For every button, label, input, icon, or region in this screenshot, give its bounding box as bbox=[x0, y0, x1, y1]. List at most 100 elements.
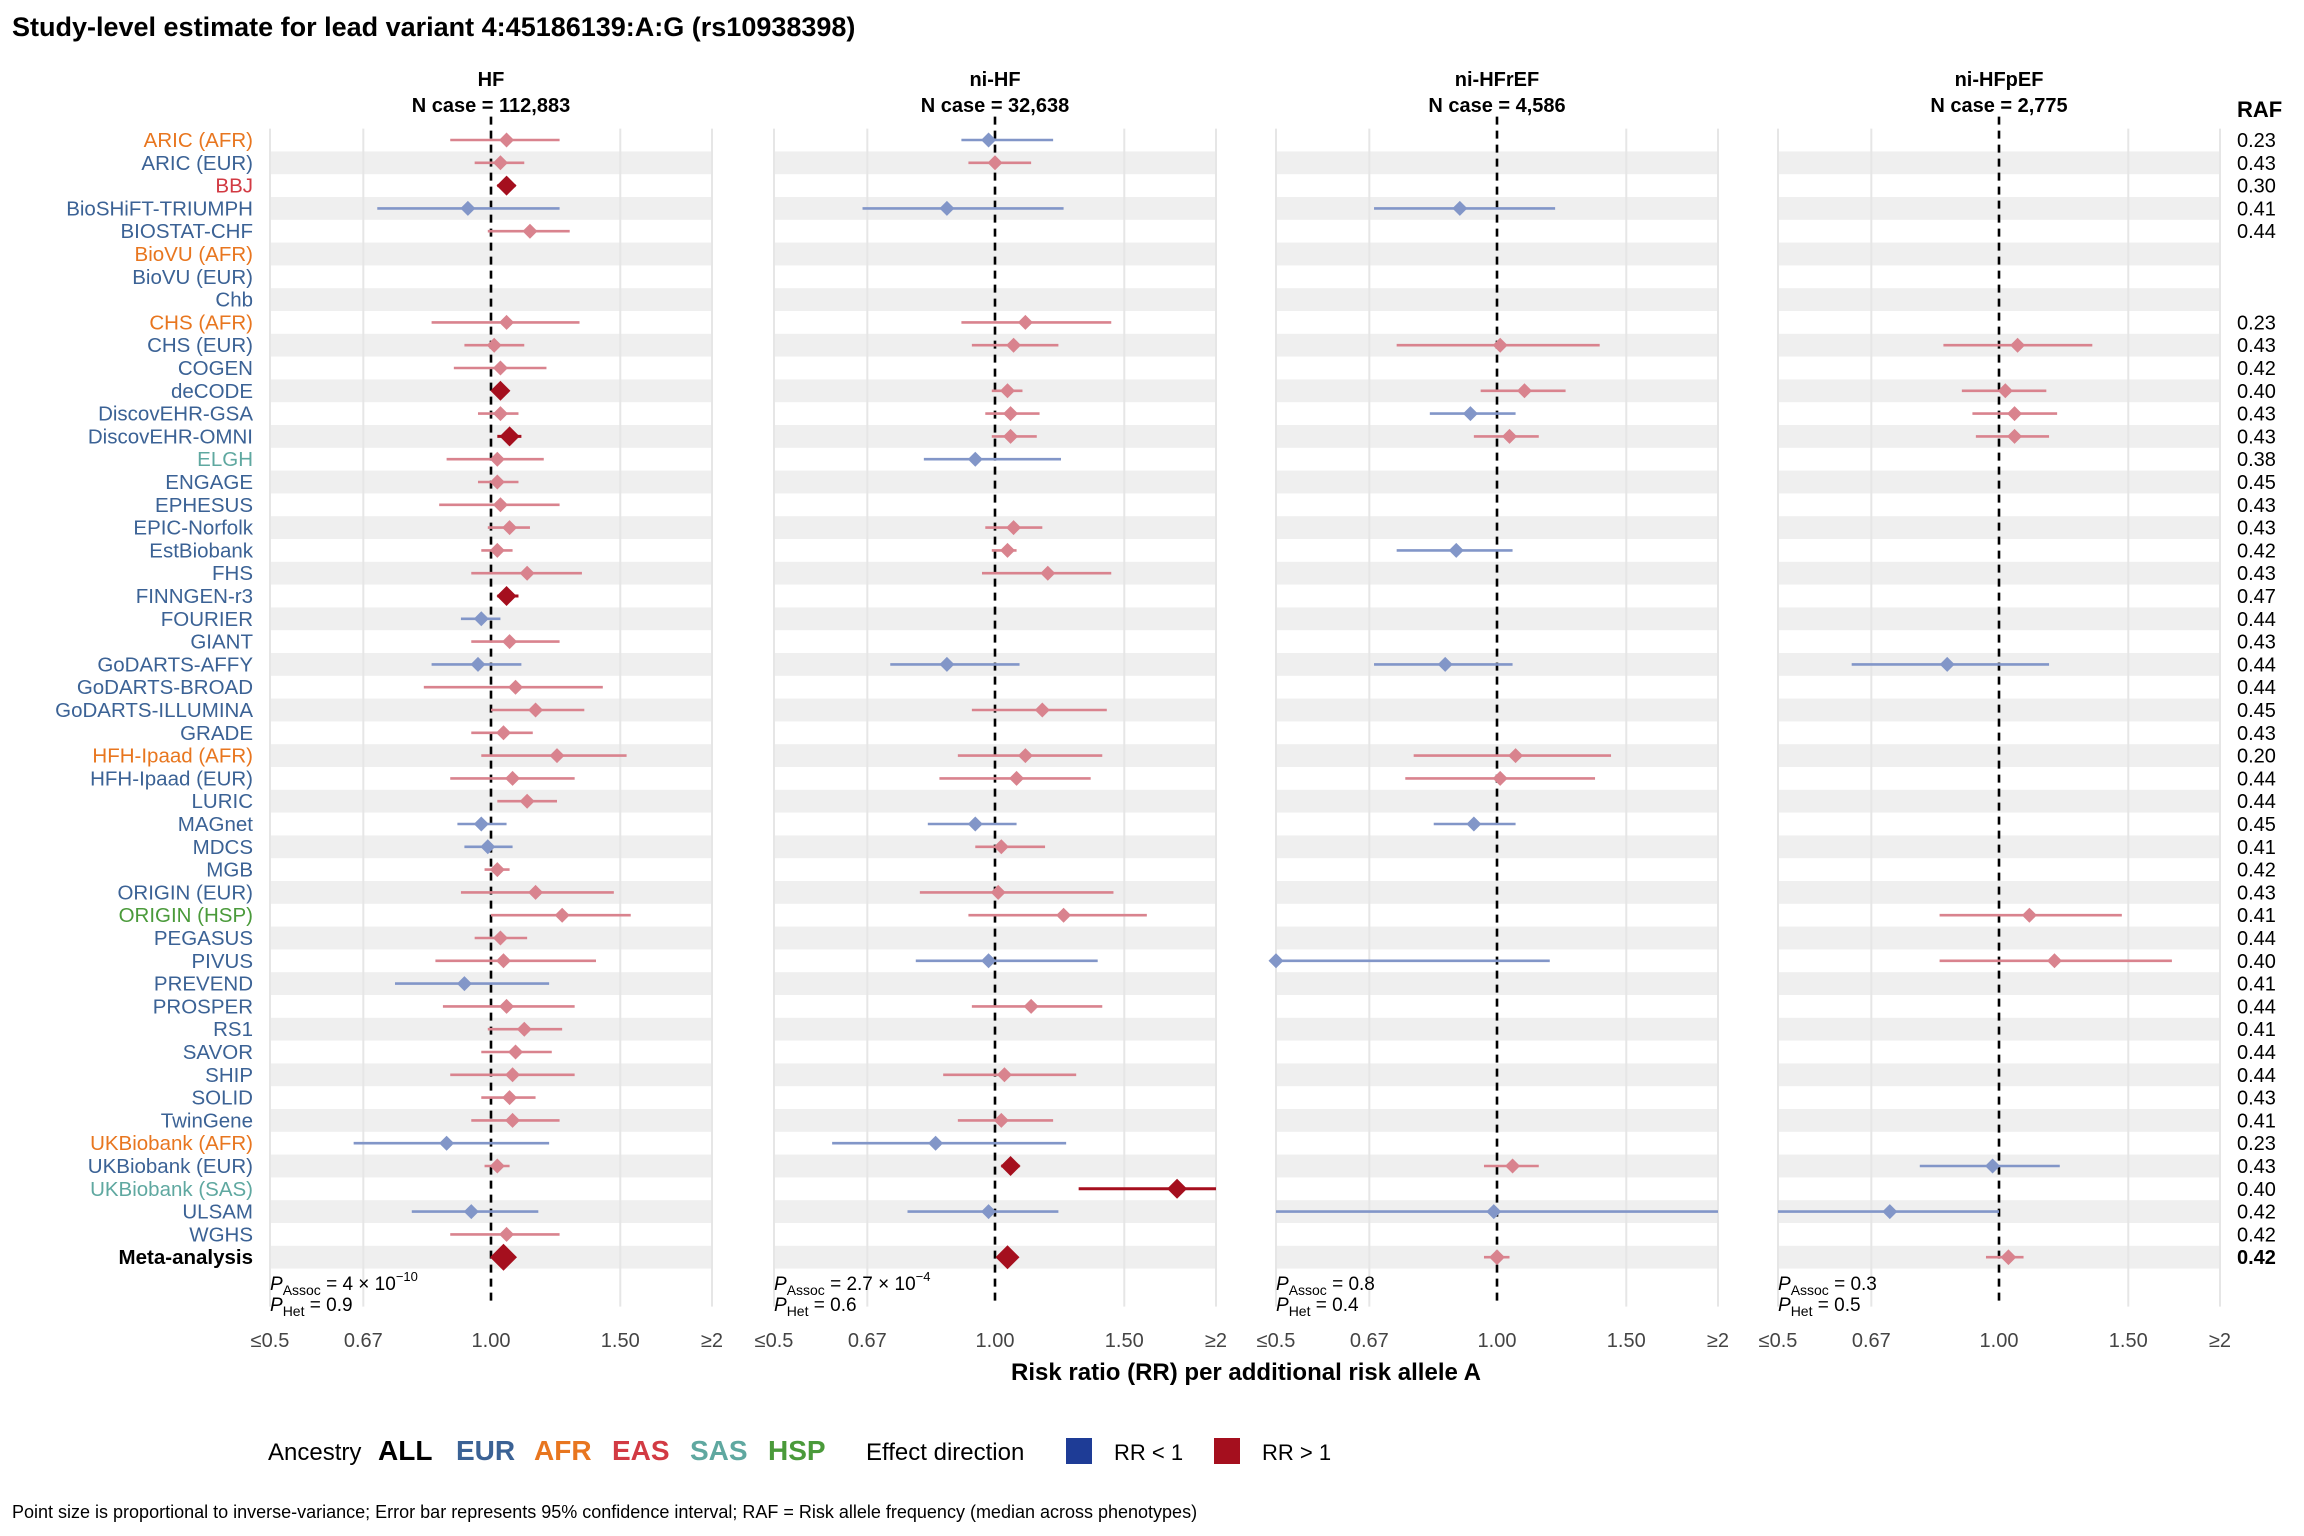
study-label: BioSHiFT-TRIUMPH bbox=[66, 197, 253, 220]
point-estimate bbox=[519, 565, 535, 581]
study-label: DiscovEHR-GSA bbox=[98, 403, 253, 426]
point-estimate bbox=[2007, 406, 2023, 422]
p-assoc-value: = 2.7 × 10 bbox=[825, 1274, 916, 1295]
study-label: GoDARTS-ILLUMINA bbox=[55, 699, 253, 722]
legend: Ancestry ALL EUR AFR EAS SAS HSP Effect directi… bbox=[268, 1435, 1331, 1466]
row-stripe bbox=[1778, 789, 2220, 813]
row-stripe bbox=[1778, 926, 2220, 950]
point-estimate bbox=[1939, 656, 1955, 672]
panel-n-case: N case = 4,586 bbox=[1428, 95, 1565, 117]
x-tick-label: 0.67 bbox=[848, 1330, 887, 1352]
panel-ni-hf: ≤0.5 0.67 1.00 1.50 ≥2 ni-HF N case = 32,638 PA… bbox=[755, 69, 1227, 1352]
row-stripe bbox=[270, 789, 712, 813]
p-subscript: Het bbox=[1791, 1303, 1813, 1319]
raf-value: 0.40 bbox=[2237, 1179, 2276, 1201]
legend-ancestry-eas: EAS bbox=[612, 1435, 670, 1466]
point-estimate bbox=[996, 1067, 1012, 1083]
study-label: Meta-analysis bbox=[119, 1246, 253, 1269]
row-stripe bbox=[1778, 242, 2220, 266]
study-label: FOURIER bbox=[161, 608, 253, 631]
point-estimate bbox=[1006, 337, 1022, 353]
point-estimate bbox=[456, 976, 472, 992]
raf-value: 0.44 bbox=[2237, 221, 2276, 243]
point-estimate bbox=[1000, 383, 1016, 399]
row-stripe bbox=[1778, 561, 2220, 585]
footnote: Point size is proportional to inverse-va… bbox=[12, 1502, 1197, 1522]
point-estimate bbox=[981, 1204, 997, 1220]
study-label: ARIC (AFR) bbox=[144, 129, 253, 152]
x-tick-label: ≥2 bbox=[1707, 1330, 1729, 1352]
row-stripe bbox=[270, 425, 712, 448]
panel-ni-hfref: ≤0.5 0.67 1.00 1.50 ≥2 ni-HFrEF N case = 4,586… bbox=[1257, 69, 1729, 1352]
row-stripe bbox=[774, 242, 1216, 266]
p-subscript: Assoc bbox=[283, 1282, 321, 1298]
p-het-value: = 0.9 bbox=[304, 1295, 352, 1316]
raf-value: 0.44 bbox=[2237, 654, 2276, 676]
p-subscript: Assoc bbox=[1289, 1282, 1327, 1298]
row-stripe bbox=[1778, 607, 2220, 631]
p-symbol: P bbox=[1276, 1274, 1289, 1295]
point-estimate bbox=[505, 770, 521, 786]
study-label: FHS bbox=[212, 562, 253, 585]
point-estimate bbox=[1009, 770, 1025, 786]
point-estimate bbox=[1505, 1158, 1521, 1174]
study-label: BioVU (EUR) bbox=[132, 266, 253, 289]
point-estimate bbox=[990, 884, 1006, 900]
study-label: CHS (EUR) bbox=[147, 334, 253, 357]
study-label: EPIC-Norfolk bbox=[133, 517, 253, 540]
point-estimate bbox=[496, 953, 512, 969]
point-estimate bbox=[1462, 406, 1478, 422]
point-estimate bbox=[995, 1245, 1020, 1270]
p-assoc-exponent: −10 bbox=[396, 1269, 418, 1284]
p-subscript: Assoc bbox=[787, 1282, 825, 1298]
panel-n-case: N case = 2,775 bbox=[1930, 95, 2067, 117]
point-estimate bbox=[967, 451, 983, 467]
point-estimate bbox=[499, 314, 515, 330]
point-estimate bbox=[1452, 200, 1468, 216]
point-estimate bbox=[496, 586, 517, 606]
point-estimate bbox=[981, 132, 997, 148]
point-estimate bbox=[492, 360, 508, 376]
legend-ancestry-all: ALL bbox=[378, 1435, 432, 1466]
p-assoc-annotation: PAssoc = 0.3 bbox=[1778, 1274, 1877, 1298]
legend-swatch-rr-gt-1 bbox=[1214, 1438, 1240, 1464]
p-assoc-value: = 0.8 bbox=[1327, 1274, 1375, 1295]
point-estimate bbox=[1502, 428, 1518, 444]
raf-value: 0.45 bbox=[2237, 472, 2276, 494]
study-labels: ARIC (AFR)ARIC (EUR)BBJBioSHiFT-TRIUMPHB… bbox=[55, 129, 254, 1269]
p-het-annotation: PHet = 0.9 bbox=[270, 1295, 353, 1319]
study-label: GIANT bbox=[190, 631, 253, 654]
row-stripe bbox=[1276, 561, 1718, 585]
study-label: ORIGIN (EUR) bbox=[117, 881, 253, 904]
point-estimate bbox=[1034, 702, 1050, 718]
x-tick-label: ≥2 bbox=[701, 1330, 723, 1352]
study-label: MGB bbox=[206, 859, 253, 882]
point-estimate bbox=[1017, 314, 1033, 330]
legend-effect-title: Effect direction bbox=[866, 1439, 1024, 1466]
p-symbol: P bbox=[774, 1295, 787, 1316]
study-label: EstBiobank bbox=[149, 539, 253, 562]
p-het-value: = 0.5 bbox=[1812, 1295, 1860, 1316]
raf-value: 0.43 bbox=[2237, 723, 2276, 745]
point-estimate bbox=[496, 175, 517, 196]
p-assoc-value: = 4 × 10 bbox=[321, 1274, 396, 1295]
p-symbol: P bbox=[1276, 1295, 1289, 1316]
raf-value: 0.41 bbox=[2237, 198, 2276, 220]
x-tick-label: ≤0.5 bbox=[1257, 1330, 1296, 1352]
study-label: deCODE bbox=[171, 380, 253, 403]
x-tick-label: ≤0.5 bbox=[1759, 1330, 1798, 1352]
row-stripe bbox=[1276, 607, 1718, 631]
raf-value: 0.42 bbox=[2237, 358, 2276, 380]
study-label: GoDARTS-BROAD bbox=[77, 676, 253, 699]
p-assoc-annotation: PAssoc = 4 × 10−10 bbox=[270, 1269, 418, 1298]
raf-value: 0.30 bbox=[2237, 176, 2276, 198]
point-estimate bbox=[489, 451, 505, 467]
p-subscript: Het bbox=[787, 1303, 809, 1319]
point-estimate bbox=[496, 725, 512, 741]
legend-effect-label: RR < 1 bbox=[1114, 1440, 1183, 1465]
point-estimate bbox=[528, 884, 544, 900]
point-estimate bbox=[519, 793, 535, 809]
study-label: FINNGEN-r3 bbox=[136, 585, 253, 608]
point-estimate bbox=[490, 380, 511, 401]
